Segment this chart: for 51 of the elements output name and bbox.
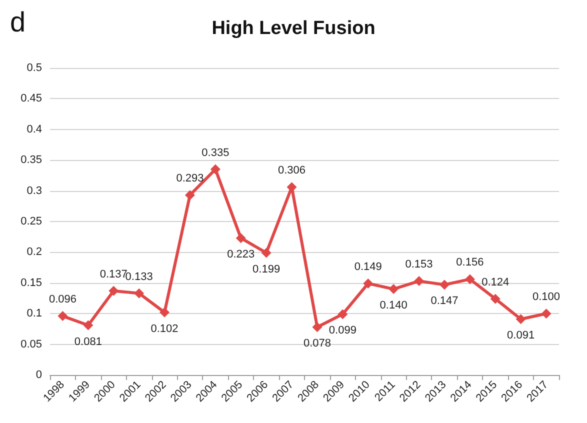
point (236, 233, 246, 244)
data-label: 0.137 (100, 268, 128, 280)
y-tick-label: 0.35 (20, 154, 42, 166)
y-tick-label: 0.25 (20, 216, 42, 228)
data-label: 0.147 (430, 295, 458, 308)
data-label: 0.149 (354, 261, 382, 274)
y-tick-label: 0.15 (20, 276, 42, 289)
point (83, 320, 94, 330)
data-label: 0.081 (74, 336, 102, 348)
point (338, 309, 348, 320)
text: d (10, 6, 26, 38)
data-label: 0.078 (303, 338, 331, 350)
point (108, 286, 119, 296)
data-label: 0.100 (532, 291, 560, 304)
point (363, 278, 374, 289)
y-tick-label: 0.1 (26, 308, 42, 320)
data-label: 0.124 (482, 276, 510, 288)
point (160, 307, 170, 318)
point (261, 248, 272, 258)
data-label: 0.153 (405, 258, 433, 271)
data-label: 0.099 (328, 324, 356, 337)
point (184, 190, 195, 200)
point (210, 164, 220, 174)
point (414, 276, 424, 286)
y-tick-label: 0.3 (26, 184, 42, 197)
y-tick-label: 0.4 (26, 123, 42, 136)
data-label: 0.140 (380, 300, 408, 312)
data-label: 0.156 (456, 256, 484, 269)
point (439, 280, 450, 290)
data-label: 0.102 (150, 322, 178, 335)
data-label: 0.096 (48, 294, 76, 306)
data-label: 0.199 (252, 263, 280, 276)
point (464, 274, 475, 284)
y-tick-label: 0.45 (20, 92, 42, 105)
y-tick-label: 0.05 (20, 338, 42, 350)
data-label: 0.335 (202, 146, 230, 159)
point (541, 308, 552, 319)
data-label: 0.293 (176, 172, 204, 185)
y-tick-label: 0.2 (26, 246, 42, 258)
point (516, 314, 526, 324)
point (490, 294, 500, 304)
point (312, 322, 322, 332)
point (134, 288, 144, 298)
data-label: 0.306 (278, 164, 306, 177)
data-label: 0.091 (507, 330, 535, 342)
y-tick-label: 0 (36, 369, 42, 381)
data-label: 0.223 (227, 248, 255, 261)
point (388, 284, 399, 294)
y-tick-label: 0.5 (26, 62, 42, 74)
point (58, 311, 68, 322)
chart-title: High Level Fusion (212, 18, 376, 39)
